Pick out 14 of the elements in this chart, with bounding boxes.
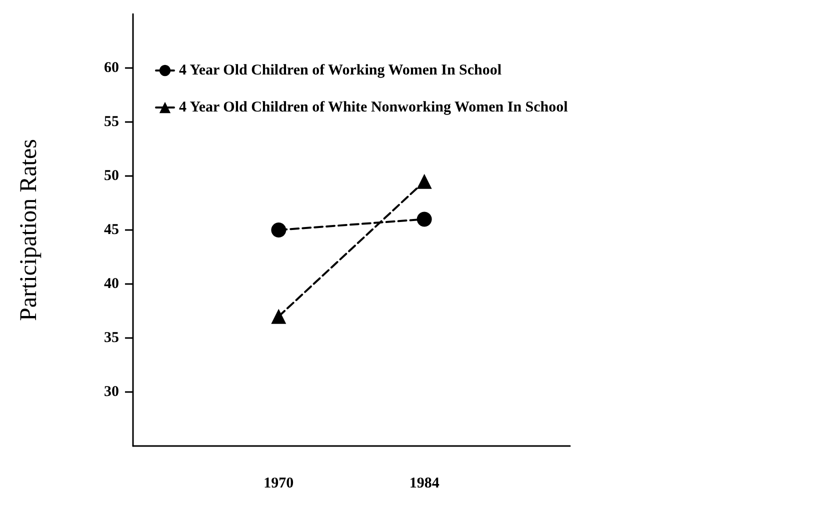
x-tick-label: 1970 — [264, 476, 294, 492]
y-tick-label: 40 — [104, 276, 119, 292]
point — [271, 222, 286, 238]
y-axis-title: Participation Rates — [16, 139, 42, 321]
point — [416, 212, 432, 227]
y-tick-label: 55 — [104, 114, 119, 130]
y-tick-label: 30 — [104, 384, 119, 400]
legend-label: 4 Year Old Children of Working Women In School — [179, 62, 502, 78]
legend-label: 4 Year Old Children of White Nonworking Women In School — [179, 100, 568, 116]
y-tick-label: 50 — [104, 168, 119, 184]
y-tick-label: 35 — [104, 330, 119, 346]
y-tick-label: 60 — [104, 60, 119, 76]
x-tick-label: 1984 — [409, 476, 440, 492]
y-tick-label: 45 — [104, 222, 119, 238]
